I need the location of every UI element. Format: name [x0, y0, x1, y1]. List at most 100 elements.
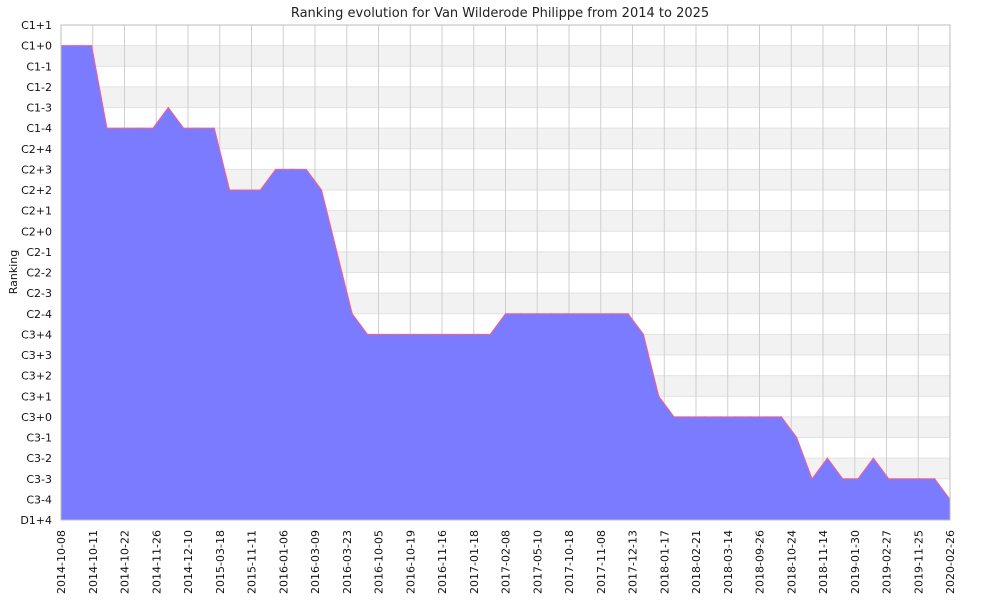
data-point — [872, 457, 874, 459]
data-point — [750, 416, 752, 418]
y-tick-label: C1-4 — [26, 122, 52, 135]
y-tick-label: C2-2 — [26, 267, 52, 280]
data-point — [612, 313, 614, 315]
data-point — [274, 168, 277, 170]
data-point — [796, 436, 798, 439]
data-point — [351, 313, 353, 315]
x-tick-label: 2016-01-06 — [277, 530, 290, 594]
x-tick-label: 2018-01-17 — [658, 530, 671, 594]
data-point — [550, 313, 553, 315]
data-point — [780, 416, 783, 418]
data-point — [336, 251, 338, 253]
y-tick-label: C3-2 — [26, 452, 52, 465]
series-layer — [60, 24, 951, 521]
y-tick-label: C2+4 — [21, 143, 52, 156]
x-tick-label: 2014-10-11 — [87, 530, 100, 594]
x-tick-label: 2014-10-22 — [119, 530, 132, 594]
data-point — [183, 127, 185, 129]
y-tick-label: C3+4 — [21, 328, 52, 341]
y-tick-label: D1+4 — [20, 514, 52, 527]
x-tick-label: 2017-11-08 — [595, 530, 608, 594]
data-point — [75, 45, 77, 47]
y-axis-label: Ranking — [7, 250, 20, 295]
y-tick-label: C1+0 — [21, 40, 52, 53]
x-tick-label: 2018-02-21 — [690, 530, 703, 594]
y-tick-label: C3-1 — [26, 432, 52, 445]
data-point — [903, 478, 905, 480]
data-point — [244, 189, 246, 191]
data-point — [458, 333, 461, 335]
x-tick-label: 2019-02-27 — [881, 530, 894, 594]
data-point — [658, 395, 660, 397]
y-axis-ticks: D1+4 C3-4 C3-3 C3-2 C3-1 C3+0 C3+1 C3+2 C3+3 C3+4… — [20, 19, 52, 527]
data-point — [826, 457, 828, 459]
data-point — [229, 189, 231, 191]
x-tick-label: 2016-10-05 — [373, 530, 386, 594]
x-tick-label: 2014-12-10 — [182, 530, 195, 594]
data-point — [167, 106, 169, 109]
data-point — [566, 313, 568, 315]
x-tick-label: 2018-10-24 — [785, 530, 798, 594]
y-tick-label: C3+3 — [21, 349, 52, 362]
x-tick-label: 2016-03-09 — [309, 530, 322, 594]
data-point — [198, 127, 200, 129]
series-area — [61, 45, 950, 520]
y-tick-label: C2-3 — [26, 287, 52, 300]
data-point — [412, 333, 415, 335]
x-tick-label: 2015-03-18 — [214, 530, 227, 594]
data-point — [857, 478, 859, 480]
data-point — [152, 127, 154, 129]
y-tick-label: C1+1 — [21, 19, 52, 32]
data-point — [627, 313, 629, 315]
x-tick-label: 2019-01-30 — [849, 530, 862, 594]
data-point — [489, 333, 491, 335]
data-point — [734, 416, 737, 418]
data-point — [535, 313, 537, 315]
x-tick-label: 2016-11-16 — [436, 530, 449, 594]
data-point — [934, 478, 936, 480]
data-point — [673, 416, 675, 418]
data-point — [581, 313, 583, 315]
data-point — [719, 416, 721, 418]
x-tick-label: 2017-12-13 — [627, 530, 640, 594]
data-point — [305, 168, 307, 170]
x-tick-label: 2017-01-18 — [468, 530, 481, 594]
y-tick-label: C2-1 — [26, 246, 52, 259]
data-point — [474, 333, 476, 335]
x-tick-label: 2016-10-19 — [404, 530, 417, 594]
y-tick-label: C2+2 — [21, 184, 52, 197]
y-tick-label: C1-3 — [26, 102, 52, 115]
data-point — [811, 478, 813, 480]
x-tick-label: 2014-11-26 — [150, 530, 163, 594]
data-point — [428, 333, 430, 335]
y-tick-label: C3+2 — [21, 370, 52, 383]
y-tick-label: C1-1 — [26, 60, 52, 73]
x-tick-label: 2018-11-14 — [817, 530, 830, 594]
x-tick-label: 2019-11-25 — [912, 530, 925, 594]
x-tick-label: 2020-02-26 — [944, 530, 957, 594]
data-point — [596, 313, 599, 315]
x-tick-label: 2015-11-11 — [246, 530, 259, 594]
y-tick-label: C3-3 — [26, 473, 52, 486]
data-point — [259, 189, 261, 191]
data-point — [765, 416, 767, 418]
data-point — [842, 478, 844, 480]
y-tick-label: C2+0 — [21, 225, 52, 238]
x-axis-ticks: 2014-10-08 2014-10-11 2014-10-22 2014-11-26… — [55, 530, 957, 594]
x-tick-label: 2014-10-08 — [55, 530, 68, 594]
data-point — [704, 416, 706, 418]
x-tick-label: 2016-03-23 — [341, 530, 354, 594]
data-point — [382, 333, 384, 335]
x-tick-label: 2018-03-14 — [722, 530, 735, 594]
x-tick-label: 2018-09-26 — [754, 530, 767, 594]
x-tick-label: 2017-10-18 — [563, 530, 576, 594]
y-tick-label: C1-2 — [26, 81, 52, 94]
y-tick-label: C3+0 — [21, 411, 52, 424]
data-point — [91, 45, 93, 47]
y-tick-label: C3+1 — [21, 390, 52, 403]
data-point — [504, 313, 507, 315]
x-tick-label: 2017-02-08 — [500, 530, 513, 594]
data-point — [918, 478, 920, 480]
y-tick-label: C3-4 — [26, 493, 52, 506]
